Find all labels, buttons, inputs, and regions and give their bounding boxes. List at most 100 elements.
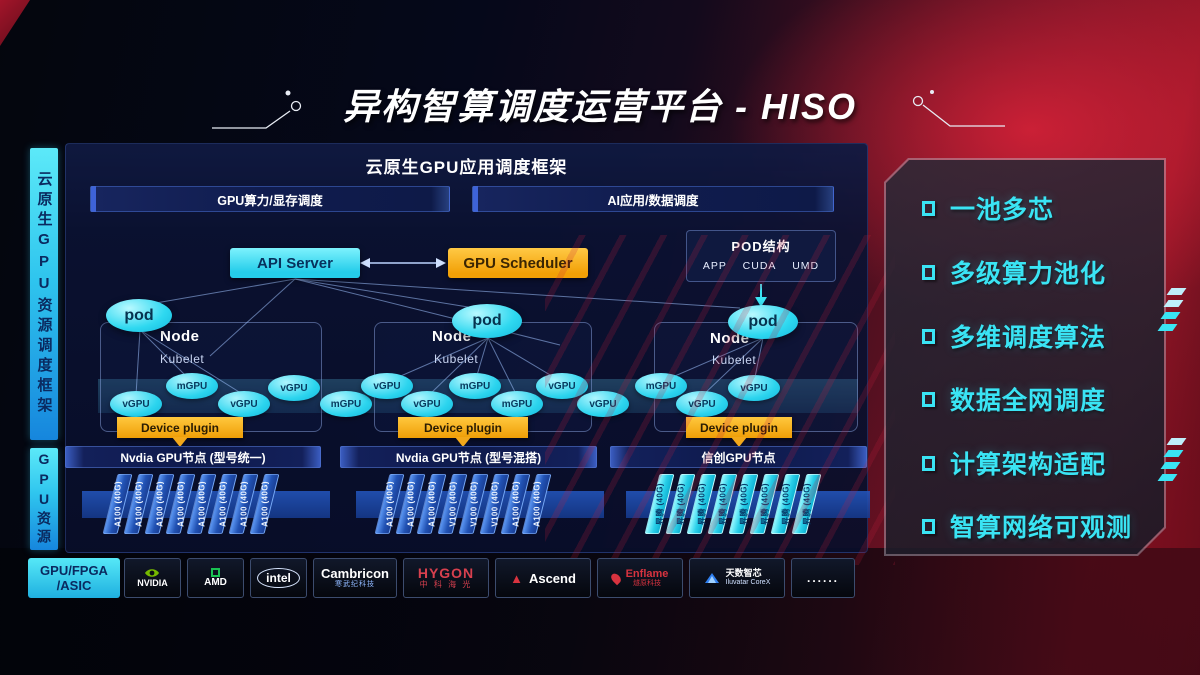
vendor-name: Ascend <box>528 570 576 586</box>
gpu-card-label: A100 (40G) <box>155 481 164 527</box>
vendor-box-hygon: HYGON 中 科 海 光 <box>403 558 489 598</box>
gpu-unit-ellipse: mGPU <box>320 391 372 417</box>
framework-title: 云原生GPU应用调度框架 <box>365 158 568 177</box>
device-plugin-arrow-icon <box>172 437 188 447</box>
gpu-card-label: 昇腾 (40G) <box>718 483 727 525</box>
vendor-box-amd: AMD <box>187 558 244 598</box>
gpu-unit-ellipse: vGPU <box>268 375 320 401</box>
gpu-card-label: 昇腾 (40G) <box>802 483 811 525</box>
vendor-box-intel: intel <box>250 558 307 598</box>
framework-bar-gpu-compute: GPU算力/显存调度 <box>90 186 450 212</box>
gpu-group-bar-uniform: Nvdia GPU节点 (型号统一) <box>65 446 321 468</box>
feature-label: 数据全网调度 <box>950 387 1107 415</box>
node-label-1: Node <box>160 328 200 345</box>
vendor-box-others: ...... <box>791 558 855 598</box>
gpu-card-label: A100 (40G) <box>239 481 248 527</box>
vendor-box-cambricon: Cambricon 寒武纪科技 <box>313 558 397 598</box>
feature-bullet-icon <box>922 200 935 216</box>
gpu-card-label: A100 (40G) <box>532 481 541 527</box>
device-plugin-box-1: Device plugin <box>117 417 243 438</box>
gpu-card-label: A100 (40G) <box>113 481 122 527</box>
feature-item: 智算网络可观测 <box>922 508 1132 544</box>
hazard-stripes-decoration <box>1157 288 1187 336</box>
gpu-unit-ellipse: mGPU <box>449 373 501 399</box>
gpu-unit-ellipse: mGPU <box>166 373 218 399</box>
page-title: 异构智算调度运营平台 - HISO <box>342 86 857 127</box>
vendor-subname: 寒武纪科技 <box>335 581 375 589</box>
gpu-unit-ellipse: vGPU <box>577 391 629 417</box>
kubelet-label-2: Kubelet <box>434 352 479 366</box>
gpu-card-label: 昇腾 (40G) <box>676 483 685 525</box>
feature-bullet-icon <box>922 391 935 407</box>
device-plugin-arrow-icon <box>455 437 471 447</box>
gpu-card-label: A100 (40G) <box>385 481 394 527</box>
gpu-scheduler-box: GPU Scheduler <box>448 248 588 278</box>
gpu-unit-ellipse: mGPU <box>491 391 543 417</box>
sidebar-label-gpu-resources: GPU资源 <box>30 448 58 550</box>
hardware-type-box: GPU/FPGA /ASIC <box>28 558 120 598</box>
gpu-unit-ellipse: vGPU <box>218 391 270 417</box>
ascend-logo-icon: ▲ <box>510 570 523 586</box>
feature-label: 多维调度算法 <box>950 324 1107 352</box>
vendor-name: ...... <box>806 571 839 585</box>
hazard-stripes-decoration <box>1157 438 1187 486</box>
pod-ellipse-3: pod <box>728 305 798 339</box>
vendor-name: NVIDIA <box>137 578 168 589</box>
gpu-card-label: A100 (40G) <box>218 481 227 527</box>
gpu-unit-ellipse: vGPU <box>361 373 413 399</box>
gpu-unit-ellipse: vGPU <box>728 375 780 401</box>
gpu-group-bar-xinchuang: 信创GPU节点 <box>610 446 867 468</box>
sidebar-label-cloud-native-gpu-framework: 云原生GPU资源调度框架 <box>30 148 58 440</box>
vendor-name: HYGON <box>417 564 475 581</box>
feature-bullet-icon <box>922 455 935 471</box>
pod-structure-item-umd: UMD <box>792 260 820 272</box>
iluvatar-logo-icon <box>704 573 719 583</box>
vendor-box-nvidia: NVIDIA <box>124 558 181 598</box>
gpu-card-label: V100 (40G) <box>448 481 457 527</box>
vendor-box-enflame: Enflame 燧原科技 <box>597 558 683 598</box>
feature-label: 智算网络可观测 <box>950 514 1133 542</box>
feature-label: 多级算力池化 <box>950 260 1107 288</box>
gpu-card-label: V100 (40G) <box>469 481 478 527</box>
feature-label: 计算架构适配 <box>950 451 1107 479</box>
vendor-subname: 中 科 海 光 <box>419 580 473 590</box>
feature-item: 计算架构适配 <box>922 445 1106 481</box>
pod-structure-item-cuda: CUDA <box>742 260 777 272</box>
gpu-unit-ellipse: vGPU <box>676 391 728 417</box>
vendor-name: Enflame <box>625 568 669 581</box>
gpu-group-bar-mixed: Nvdia GPU节点 (型号混搭) <box>340 446 597 468</box>
enflame-logo-icon <box>608 571 623 585</box>
framework-bar-ai-app: AI应用/数据调度 <box>472 186 834 212</box>
feature-label: 一池多芯 <box>950 196 1055 224</box>
gpu-unit-ellipse: vGPU <box>401 391 453 417</box>
feature-bullet-icon <box>922 328 935 344</box>
gpu-card-label: 昇腾 (40G) <box>655 483 664 525</box>
hardware-type-line2: /ASIC <box>56 578 92 593</box>
feature-bullet-icon <box>922 518 935 534</box>
gpu-card-label: 昇腾 (40G) <box>781 483 790 525</box>
amd-logo-icon <box>211 568 220 577</box>
gpu-card-label: A100 (40G) <box>427 481 436 527</box>
gpu-card-label: A100 (40G) <box>406 481 415 527</box>
hardware-type-line1: GPU/FPGA <box>40 563 108 578</box>
feature-item: 多级算力池化 <box>922 254 1106 290</box>
feature-panel <box>884 158 1166 556</box>
gpu-card-label: 昇腾 (40G) <box>697 483 706 525</box>
device-plugin-box-3: Device plugin <box>686 417 792 438</box>
vendor-subname: Iluvatar CoreX <box>725 579 771 587</box>
pod-ellipse-1: pod <box>106 299 172 332</box>
kubelet-label-1: Kubelet <box>160 352 205 366</box>
gpu-unit-ellipse: vGPU <box>536 373 588 399</box>
gpu-card-label: V100 (40G) <box>490 481 499 527</box>
device-plugin-box-2: Device plugin <box>398 417 528 438</box>
api-server-box: API Server <box>230 248 360 278</box>
vendor-subname: 燧原科技 <box>632 580 661 588</box>
feature-bullet-icon <box>922 264 935 280</box>
vendor-box-ascend: ▲ Ascend <box>495 558 591 598</box>
device-plugin-arrow-icon <box>731 437 747 447</box>
pod-structure-item-app: APP <box>702 260 727 272</box>
intel-logo-icon: intel <box>257 568 300 588</box>
nvidia-logo-icon <box>145 569 160 577</box>
